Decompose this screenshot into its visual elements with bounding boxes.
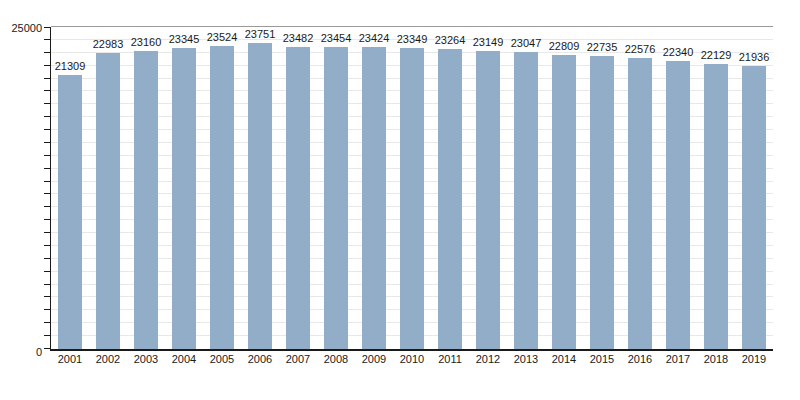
bar-2014: [552, 55, 576, 349]
y-axis-tick: [44, 27, 50, 28]
x-tick-label: 2008: [317, 353, 355, 366]
bar-2010: [400, 48, 424, 349]
bar-2017: [666, 61, 690, 349]
bar-2011: [438, 49, 462, 349]
y-axis-tick: [44, 271, 50, 272]
y-axis-max-label: 25000: [0, 22, 42, 34]
y-axis-tick: [44, 39, 50, 40]
y-axis-tick: [44, 52, 50, 53]
y-axis-tick: [44, 142, 50, 143]
bar-2015: [590, 56, 614, 349]
bar-2002: [96, 53, 120, 349]
x-tick-label: 2001: [51, 353, 89, 366]
y-axis-min-label: 0: [0, 346, 42, 358]
x-tick-label: 2002: [89, 353, 127, 366]
x-tick-label: 2006: [241, 353, 279, 366]
x-tick-label: 2017: [659, 353, 697, 366]
y-axis-tick: [44, 193, 50, 194]
bar-2019: [742, 66, 766, 349]
bar-value-label: 21309: [47, 60, 93, 72]
x-tick-label: 2011: [431, 353, 469, 366]
bar-2009: [362, 47, 386, 349]
y-axis-tick: [44, 335, 50, 336]
x-tick-label: 2012: [469, 353, 507, 366]
y-axis-tick: [44, 258, 50, 259]
bar-2007: [286, 47, 310, 349]
y-axis-tick: [44, 322, 50, 323]
x-tick-label: 2003: [127, 353, 165, 366]
y-axis-tick: [44, 348, 50, 349]
bar-2006: [248, 43, 272, 349]
x-tick-label: 2014: [545, 353, 583, 366]
x-tick-label: 2010: [393, 353, 431, 366]
y-axis-tick: [44, 245, 50, 246]
x-axis: 2001200220032004200520062007200820092010…: [51, 353, 773, 369]
y-axis-tick: [44, 219, 50, 220]
bar-2004: [172, 48, 196, 349]
y-axis-tick: [44, 181, 50, 182]
y-axis-tick: [44, 296, 50, 297]
bar-2003: [134, 51, 158, 349]
y-axis-tick: [44, 103, 50, 104]
bar-2018: [704, 64, 728, 349]
x-tick-label: 2009: [355, 353, 393, 366]
y-axis-tick: [44, 284, 50, 285]
y-axis-tick: [44, 129, 50, 130]
bar-2012: [476, 51, 500, 349]
bar-2008: [324, 47, 348, 349]
x-tick-label: 2016: [621, 353, 659, 366]
bar-2013: [514, 52, 538, 349]
y-axis-tick: [44, 232, 50, 233]
x-tick-label: 2018: [697, 353, 735, 366]
bar-chart: 25000 0 21309229832316023345235242375123…: [0, 0, 800, 400]
x-tick-label: 2007: [279, 353, 317, 366]
y-axis-tick: [44, 78, 50, 79]
x-tick-label: 2005: [203, 353, 241, 366]
bar-2001: [58, 75, 82, 349]
y-axis-tick: [44, 116, 50, 117]
x-tick-label: 2004: [165, 353, 203, 366]
y-axis-tick: [44, 168, 50, 169]
y-axis-tick: [44, 90, 50, 91]
y-axis-tick: [44, 206, 50, 207]
bar-2016: [628, 58, 652, 349]
y-axis-tick: [44, 155, 50, 156]
x-tick-label: 2013: [507, 353, 545, 366]
bar-value-label: 21936: [731, 51, 777, 63]
top-gridline: [51, 26, 773, 27]
y-axis-tick: [44, 309, 50, 310]
x-tick-label: 2019: [735, 353, 773, 366]
bar-2005: [210, 46, 234, 349]
plot-area: 2130922983231602334523524237512348223454…: [50, 27, 773, 351]
x-tick-label: 2015: [583, 353, 621, 366]
